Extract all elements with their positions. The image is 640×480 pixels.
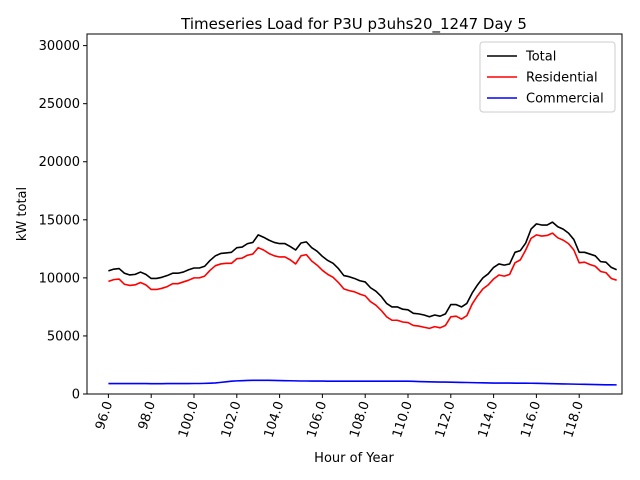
y-tick-label: 20000: [39, 155, 80, 170]
series-line-total: [108, 221, 617, 318]
y-axis-label: kW total: [15, 187, 30, 241]
legend-box: [479, 41, 616, 113]
series-layer: [108, 221, 617, 386]
legend-label-residential: Residential: [526, 71, 598, 86]
y-tick-label: 10000: [39, 271, 80, 286]
y-tick-label: 25000: [39, 97, 80, 112]
chart-title: Timeseries Load for P3U p3uhs20_1247 Day…: [180, 15, 527, 34]
y-tick-label: 30000: [39, 39, 80, 54]
legend: Total Residential Commercial: [479, 41, 616, 113]
legend-label-total: Total: [525, 50, 556, 65]
series-line-residential: [108, 232, 617, 330]
legend-label-commercial: Commercial: [526, 92, 604, 107]
y-tick-label: 5000: [47, 329, 80, 344]
y-axis: 0 5000 10000 15000 20000 25000 30000: [39, 39, 87, 403]
y-tick-label: 0: [72, 388, 80, 403]
plot-frame: [86, 33, 623, 395]
x-axis-label: Hour of Year: [314, 451, 394, 466]
series-line-commercial: [108, 379, 617, 386]
y-tick-label: 15000: [39, 213, 80, 228]
